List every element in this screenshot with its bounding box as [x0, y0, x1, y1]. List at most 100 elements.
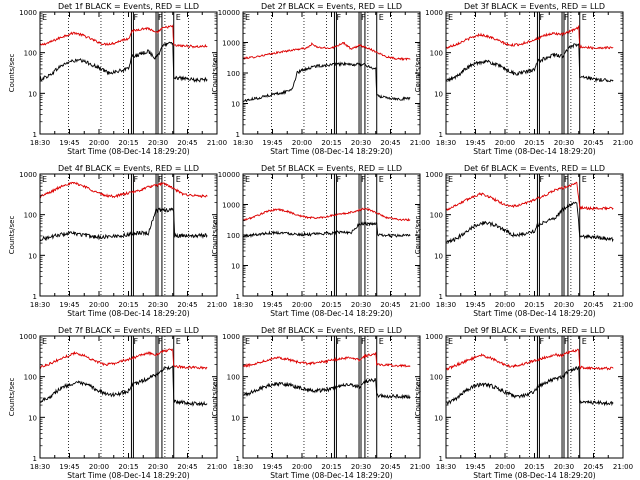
series-line-events [446, 42, 614, 83]
x-tick-label: 20:00 [495, 139, 515, 147]
y-tick-label: 10 [28, 252, 37, 260]
x-tick-label: 21:00 [613, 463, 633, 471]
x-axis-label: Start Time (08-Dec-14 18:29:20) [270, 309, 392, 318]
x-tick-label: 20:00 [495, 301, 515, 309]
y-axis-label: Counts/sec [211, 216, 219, 255]
x-tick-label: 20:00 [292, 463, 312, 471]
series-line-lld [446, 181, 614, 212]
panel-title: Det 3f BLACK = Events, RED = LLD [464, 2, 605, 11]
vline-marker: F [361, 175, 366, 184]
x-tick-label: 19:45 [465, 139, 485, 147]
y-tick-label: 1 [439, 293, 443, 301]
y-tick-label: 10 [434, 414, 443, 422]
y-tick-label: 1000 [19, 333, 37, 341]
vline-marker: F [133, 175, 138, 184]
vline-marker: F [539, 13, 544, 22]
x-tick-label: 18:30 [233, 139, 253, 147]
x-tick-label: 20:15 [321, 301, 341, 309]
panel-series-group [446, 348, 614, 407]
y-tick-label: 10 [231, 414, 240, 422]
panel-det-3: Det 3f BLACK = Events, RED = LLD E F F E 1 10 1… [414, 2, 633, 156]
y-tick-label: 1 [236, 131, 240, 139]
y-tick-label: 1 [33, 131, 37, 139]
series-line-lld [446, 24, 614, 50]
x-tick-label: 20:00 [292, 139, 312, 147]
x-tick-label: 18:30 [436, 139, 456, 147]
y-axis-label: Counts/sec [414, 378, 422, 417]
panel-series-group [243, 41, 411, 103]
series-line-events [446, 365, 614, 407]
x-tick-label: 19:45 [262, 139, 282, 147]
y-tick-label: 100 [430, 374, 443, 382]
vline-marker: F [336, 13, 341, 22]
x-axis-label: Start Time (08-Dec-14 18:29:20) [67, 309, 189, 318]
x-tick-label: 21:00 [410, 463, 430, 471]
y-tick-label: 1000 [425, 9, 443, 17]
vline-marker: E [42, 175, 47, 184]
vline-marker: E [582, 175, 587, 184]
x-tick-label: 21:00 [613, 139, 633, 147]
x-tick-label: 19:45 [465, 463, 485, 471]
panel-title: Det 1f BLACK = Events, RED = LLD [58, 2, 199, 11]
panel-series-group [40, 181, 208, 242]
x-tick-label: 18:30 [30, 301, 50, 309]
vline-marker: E [582, 337, 587, 346]
y-tick-label: 1000 [425, 333, 443, 341]
vline-marker: E [176, 337, 181, 346]
series-line-events [40, 364, 208, 408]
panel-title: Det 6f BLACK = Events, RED = LLD [464, 164, 605, 173]
vline-marker: E [245, 337, 250, 346]
x-tick-label: 19:45 [59, 463, 79, 471]
vline-marker: E [176, 13, 181, 22]
x-tick-label: 20:30 [148, 139, 168, 147]
panel-series-group [446, 181, 614, 244]
series-line-lld [40, 348, 208, 370]
y-tick-label: 1000 [222, 333, 240, 341]
x-tick-label: 18:30 [233, 301, 253, 309]
series-line-lld [40, 24, 208, 49]
x-tick-label: 20:45 [380, 139, 400, 147]
x-tick-label: 20:30 [148, 463, 168, 471]
panel-series-group [40, 348, 208, 408]
x-tick-label: 18:30 [30, 139, 50, 147]
series-line-events [446, 201, 614, 244]
x-tick-label: 18:30 [436, 463, 456, 471]
series-line-events [243, 377, 411, 400]
panel-det-8: Det 8f BLACK = Events, RED = LLD E F F E 1 10 1… [211, 326, 430, 480]
panel-title: Det 8f BLACK = Events, RED = LLD [261, 326, 402, 335]
x-tick-label: 20:30 [554, 463, 574, 471]
y-axis-label: Counts/sec [211, 54, 219, 93]
vline-marker: E [582, 13, 587, 22]
x-tick-label: 20:15 [118, 139, 138, 147]
x-tick-label: 18:30 [30, 463, 50, 471]
panel-det-5: Det 5f BLACK = Events, RED = LLD E F F E 1 10 1… [211, 164, 430, 318]
x-tick-label: 20:00 [292, 301, 312, 309]
y-tick-label: 1 [236, 455, 240, 463]
x-axis-label: Start Time (08-Dec-14 18:29:20) [473, 309, 595, 318]
y-tick-label: 10000 [218, 171, 240, 179]
y-tick-label: 1 [33, 455, 37, 463]
y-tick-label: 100 [24, 50, 37, 58]
y-tick-label: 100 [430, 212, 443, 220]
x-tick-label: 20:45 [177, 301, 197, 309]
x-tick-label: 20:45 [583, 139, 603, 147]
x-tick-label: 20:15 [524, 301, 544, 309]
panel-det-6: Det 6f BLACK = Events, RED = LLD E F F E 1 10 1… [414, 164, 633, 318]
vline-marker: F [158, 337, 163, 346]
x-tick-label: 20:00 [495, 463, 515, 471]
y-tick-label: 1 [439, 455, 443, 463]
vline-marker: F [564, 337, 569, 346]
panel-title: Det 4f BLACK = Events, RED = LLD [58, 164, 199, 173]
y-tick-label: 10000 [218, 9, 240, 17]
y-tick-label: 10 [28, 90, 37, 98]
y-tick-label: 100 [227, 374, 240, 382]
panel-title: Det 2f BLACK = Events, RED = LLD [261, 2, 402, 11]
vline-marker: F [539, 337, 544, 346]
y-tick-label: 10 [231, 263, 240, 271]
x-tick-label: 20:00 [89, 463, 109, 471]
vline-marker: E [379, 175, 384, 184]
x-tick-label: 20:45 [583, 301, 603, 309]
y-tick-label: 10 [434, 90, 443, 98]
x-tick-label: 20:15 [524, 139, 544, 147]
